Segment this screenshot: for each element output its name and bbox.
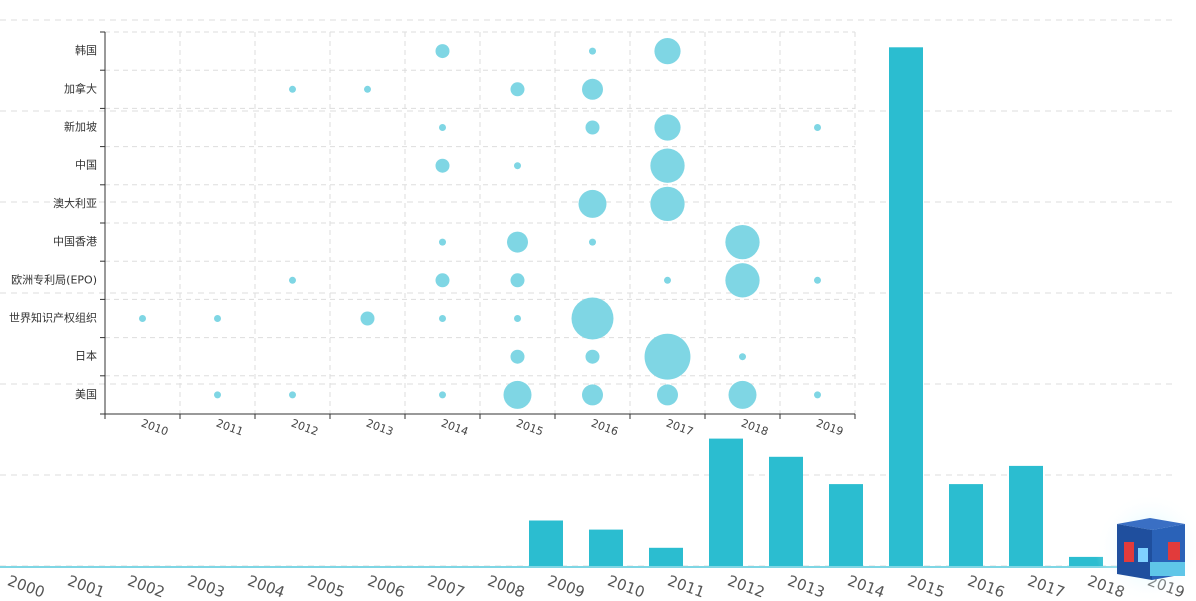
x-tick-label: 2013: [364, 417, 395, 439]
x-tick-label: 2002: [125, 572, 167, 601]
x-tick-label: 2009: [545, 572, 587, 601]
x-tick-label: 2014: [845, 572, 887, 601]
bubble: [214, 391, 221, 399]
bubble: [435, 158, 450, 173]
bubble: [585, 120, 600, 135]
bar: [949, 484, 983, 566]
y-tick-label: 加拿大: [64, 81, 97, 95]
bar: [1009, 465, 1043, 566]
bubble: [514, 315, 521, 322]
bar: [649, 547, 683, 566]
x-tick-label: 2012: [725, 572, 767, 601]
bubble: [589, 47, 596, 55]
x-tick-label: 2017: [1025, 572, 1067, 601]
bubble: [514, 162, 521, 170]
bubble: [439, 238, 446, 246]
x-tick-label: 2004: [245, 572, 287, 601]
bubble: [510, 273, 525, 288]
y-tick-label: 中国香港: [53, 235, 97, 248]
x-tick-label: 2019: [814, 417, 845, 439]
x-tick-label: 2016: [965, 572, 1007, 601]
x-tick-label: 2008: [485, 572, 527, 601]
bubble: [582, 384, 603, 406]
bubble: [510, 82, 525, 97]
bar: [709, 438, 743, 566]
bubble: [582, 78, 603, 100]
x-tick-label: 2010: [139, 417, 170, 439]
x-tick-label: 2015: [514, 417, 545, 439]
bubble: [571, 297, 614, 340]
bubble: [654, 38, 681, 65]
bubble: [289, 276, 296, 284]
bubble: [289, 391, 296, 399]
bubble: [439, 391, 446, 399]
bubble: [814, 276, 821, 284]
bubble: [364, 85, 371, 93]
bubble: [578, 189, 607, 218]
bar: [529, 520, 563, 566]
y-tick-label: 澳大利亚: [53, 196, 97, 210]
x-tick-label: 2006: [365, 572, 407, 601]
bubble: [507, 231, 528, 253]
bubble: [654, 114, 681, 141]
x-tick-label: 2001: [65, 572, 107, 601]
bubble: [664, 276, 671, 284]
bubble: [435, 273, 450, 288]
bubble: [814, 391, 821, 399]
x-tick-label: 2012: [289, 417, 320, 439]
bubble: [728, 380, 757, 409]
bar: [829, 484, 863, 566]
bar: [1069, 556, 1103, 566]
y-tick-label: 欧洲专利局(EPO): [11, 272, 97, 286]
x-tick-label: 2018: [739, 417, 770, 439]
bubble: [289, 85, 296, 93]
bubble: [214, 315, 221, 322]
bar: [769, 456, 803, 566]
x-tick-label: 2013: [785, 572, 827, 601]
bubble: [650, 186, 685, 222]
bar: [889, 47, 923, 567]
bubble: [503, 380, 532, 409]
x-tick-label: 2007: [425, 572, 467, 601]
y-tick-label: 中国: [75, 159, 97, 172]
y-tick-label: 美国: [75, 388, 97, 401]
bubble: [139, 315, 146, 322]
bubble: [510, 349, 525, 364]
bubble: [739, 353, 746, 361]
bubble: [439, 315, 446, 322]
x-tick-label: 2016: [589, 417, 620, 439]
bubble: [589, 238, 596, 246]
bubble: [725, 263, 760, 298]
y-tick-label: 新加坡: [64, 120, 97, 134]
y-tick-label: 世界知识产权组织: [9, 311, 97, 325]
bubble: [650, 148, 685, 183]
bubble: [725, 224, 760, 260]
bubble: [435, 44, 450, 59]
y-tick-label: 日本: [75, 349, 97, 363]
y-tick-label: 韩国: [75, 43, 97, 57]
logo: [1095, 493, 1196, 601]
x-tick-label: 2011: [214, 417, 245, 439]
bubble: [360, 311, 375, 326]
x-tick-label: 2017: [664, 417, 695, 439]
bubble: [644, 333, 691, 380]
bar: [589, 529, 623, 566]
x-tick-label: 2015: [905, 572, 947, 601]
x-tick-label: 2010: [605, 572, 647, 601]
x-tick-label: 2000: [5, 572, 47, 601]
x-tick-label: 2014: [439, 417, 470, 439]
x-tick-label: 2003: [185, 572, 227, 601]
x-tick-label: 2005: [305, 572, 347, 601]
bubble: [585, 349, 600, 364]
bubble: [814, 124, 821, 131]
x-tick-label: 2011: [665, 572, 707, 601]
bubble: [439, 124, 446, 131]
bubble: [657, 384, 678, 406]
